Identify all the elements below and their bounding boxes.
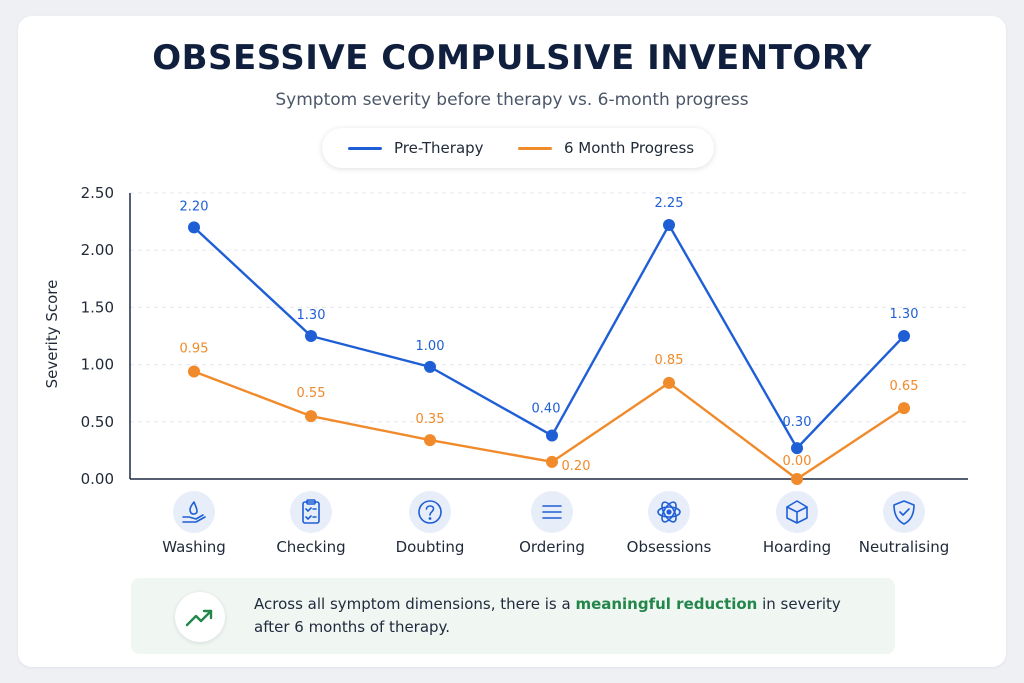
y-tick-label: 1.00 <box>81 356 114 374</box>
legend-item-pre-therapy[interactable]: Pre-Therapy <box>348 128 484 168</box>
data-label: 2.25 <box>655 196 684 211</box>
data-point <box>791 442 803 455</box>
shield-check-icon <box>883 491 925 533</box>
y-tick-label: 1.50 <box>81 298 114 316</box>
x-tick-label: Checking <box>276 538 345 556</box>
data-label: 0.30 <box>783 415 812 430</box>
clipboard-check-icon <box>290 491 332 533</box>
data-point <box>898 402 910 415</box>
data-point <box>546 429 558 442</box>
chart-legend: Pre-Therapy 6 Month Progress <box>322 128 714 168</box>
data-label: 1.00 <box>416 339 445 354</box>
data-label: 0.85 <box>655 353 684 368</box>
data-label: 0.40 <box>532 402 561 417</box>
data-label: 0.35 <box>416 412 445 427</box>
x-tick-label: Doubting <box>396 538 465 556</box>
data-point <box>663 376 675 389</box>
insight-icon-badge <box>175 592 225 642</box>
insight-text: Across all symptom dimensions, there is … <box>254 593 854 639</box>
page-title: OBSESSIVE COMPULSIVE INVENTORY <box>152 38 872 78</box>
data-point <box>546 455 558 468</box>
box-icon <box>776 491 818 533</box>
legend-item-6-month-progress[interactable]: 6 Month Progress <box>518 128 694 168</box>
insight-box: Across all symptom dimensions, there is … <box>131 578 895 654</box>
list-icon <box>531 491 573 533</box>
page-subtitle: Symptom severity before therapy vs. 6-mo… <box>275 90 749 110</box>
data-label: 0.55 <box>297 386 326 401</box>
x-tick-label: Neutralising <box>859 538 950 556</box>
atom-icon <box>648 491 690 533</box>
y-tick-label: 0.00 <box>81 470 114 488</box>
x-tick-label: Ordering <box>519 538 585 556</box>
data-label: 1.30 <box>890 307 919 322</box>
trend-up-icon <box>185 609 213 627</box>
data-point <box>305 410 317 423</box>
data-point <box>424 434 436 447</box>
data-point <box>424 360 436 373</box>
data-label: 2.20 <box>180 199 209 214</box>
x-tick-label: Washing <box>162 538 226 556</box>
y-tick-label: 2.50 <box>81 184 114 202</box>
data-point <box>305 330 317 342</box>
data-label: 0.65 <box>890 379 919 394</box>
data-point <box>791 473 803 485</box>
insight-text-after: in severity after 6 months of therapy. <box>254 595 841 636</box>
data-label: 0.00 <box>783 454 812 469</box>
legend-swatch-pre-therapy <box>348 146 382 150</box>
data-point <box>188 221 200 234</box>
y-tick-label: 2.00 <box>81 241 114 259</box>
question-icon <box>409 491 451 533</box>
data-label: 1.30 <box>297 308 326 323</box>
data-point <box>898 330 910 342</box>
x-tick-label: Obsessions <box>627 538 712 556</box>
insight-highlight: meaningful reduction <box>575 595 758 613</box>
legend-label-pre-therapy: Pre-Therapy <box>394 139 484 157</box>
legend-swatch-6-month-progress <box>518 146 552 150</box>
y-tick-label: 0.50 <box>81 413 114 431</box>
data-point <box>188 365 200 378</box>
data-label: 0.95 <box>180 341 209 356</box>
hand-wash-icon <box>173 491 215 533</box>
legend-label-6-month-progress: 6 Month Progress <box>564 139 695 157</box>
data-point <box>663 219 675 232</box>
insight-text-before: Across all symptom dimensions, there is … <box>254 595 576 613</box>
data-label: 0.20 <box>562 459 591 474</box>
chart-card <box>18 16 1006 667</box>
x-tick-label: Hoarding <box>763 538 831 556</box>
